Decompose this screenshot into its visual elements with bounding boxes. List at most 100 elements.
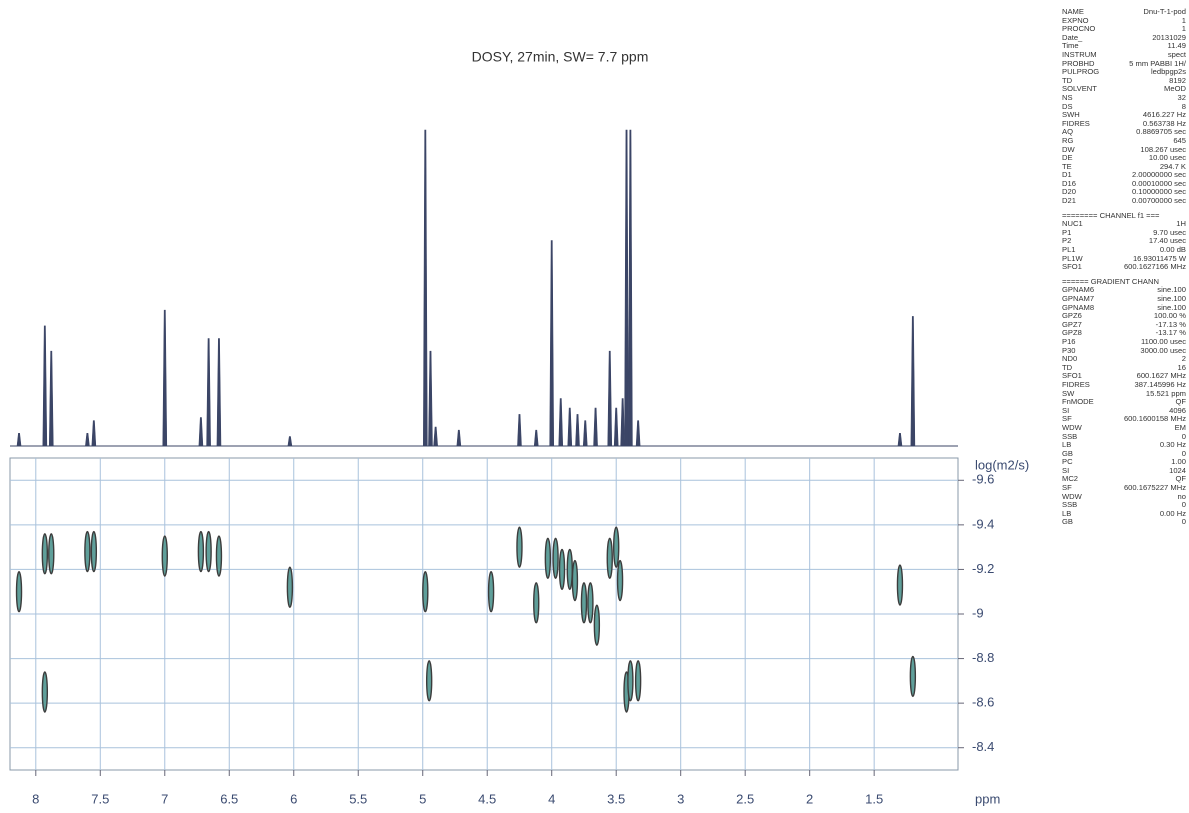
parameter-row: LB 0.00 Hz xyxy=(1062,508,1186,519)
parameter-name: AQ xyxy=(1062,127,1073,137)
parameter-row: GPNAM7 sine.100 xyxy=(1062,294,1186,304)
parameter-name: PROCNO xyxy=(1062,24,1096,34)
parameter-value: 0 xyxy=(1181,431,1186,441)
parameter-name: NAME xyxy=(1062,7,1084,16)
parameter-name: GPNAM6 xyxy=(1062,285,1095,295)
parameter-row: SFO1 600.1627166 MHz xyxy=(1062,263,1186,272)
parameter-value: 1H xyxy=(1176,219,1186,229)
parameter-row: SSB 0 xyxy=(1062,431,1186,442)
parameter-name: GPZ7 xyxy=(1062,319,1082,329)
parameter-row: D21 0.00700000 sec xyxy=(1062,196,1186,206)
parameter-row: SWH 4616.227 Hz xyxy=(1062,111,1186,120)
parameter-name: D16 xyxy=(1062,178,1076,188)
parameter-value: 387.145996 Hz xyxy=(1134,379,1186,389)
spectrum-peak xyxy=(593,407,598,447)
spectrum-peak xyxy=(428,350,433,447)
cross-peak xyxy=(627,660,634,702)
parameter-name: SFO1 xyxy=(1062,262,1082,272)
parameter-row: P16 1100.00 usec xyxy=(1062,337,1186,347)
parameter-value: 100.00 % xyxy=(1153,311,1186,321)
parameter-row: Date_ 20131029 xyxy=(1062,32,1186,43)
spectrum-peak xyxy=(423,129,428,447)
parameter-value: 0.00 Hz xyxy=(1159,508,1186,518)
x-tick-label: 5 xyxy=(419,791,426,806)
parameter-name: P1 xyxy=(1062,227,1072,237)
spectrum-peak xyxy=(910,316,916,447)
spectrum-peak xyxy=(48,350,54,447)
parameter-value: 15.521 ppm xyxy=(1145,388,1186,398)
cross-peak xyxy=(544,537,552,579)
spectrum-peak xyxy=(85,433,90,447)
parameter-name: FIDRES xyxy=(1062,379,1090,389)
cross-peak xyxy=(422,571,429,613)
cross-peak xyxy=(552,537,559,579)
spectrum-peak xyxy=(613,407,619,447)
parameter-row: DW 108.267 usec xyxy=(1062,145,1186,155)
parameter-name: TE xyxy=(1062,161,1072,171)
parameter-value: 8192 xyxy=(1169,75,1186,85)
parameter-row: Time 11.49 xyxy=(1062,42,1186,51)
parameter-value: sine.100 xyxy=(1157,285,1186,295)
spectrum-peak xyxy=(575,414,580,447)
cross-peak xyxy=(580,582,588,624)
parameter-row: FnMODE QF xyxy=(1062,398,1186,407)
parameter-row: SF 600.1675227 MHz xyxy=(1062,483,1186,493)
parameter-name: GB xyxy=(1062,448,1073,458)
spectrum-peak xyxy=(558,398,564,447)
cross-peak xyxy=(571,559,579,602)
x-tick-label: 6 xyxy=(290,791,297,806)
parameter-row: PULPROG ledbpgp2s xyxy=(1062,68,1186,77)
parameter-row: SFO1 600.1627 MHz xyxy=(1062,372,1186,381)
parameter-name: SSB xyxy=(1062,500,1078,510)
parameter-name: SI xyxy=(1062,465,1070,475)
parameter-value: 4096 xyxy=(1169,405,1186,415)
parameter-name: WDW xyxy=(1062,491,1082,501)
parameter-row: SSB 0 xyxy=(1062,501,1186,510)
parameter-name: SI xyxy=(1062,405,1070,415)
parameter-name: SW xyxy=(1062,388,1075,398)
parameter-row: D1 2.00000000 sec xyxy=(1062,171,1186,180)
parameter-row: WDW no xyxy=(1062,491,1186,502)
cross-peak xyxy=(286,566,294,608)
parameter-row: GB 0 xyxy=(1062,518,1186,527)
parameter-name: Date_ xyxy=(1062,32,1083,42)
parameter-row: AQ 0.8869705 sec xyxy=(1062,128,1186,137)
x-tick-label: 4 xyxy=(548,791,555,806)
chart-title: DOSY, 27min, SW= 7.7 ppm xyxy=(472,49,649,65)
parameter-name: Time xyxy=(1062,41,1079,51)
parameter-row: RG 645 xyxy=(1062,135,1186,146)
parameter-row: WDW EM xyxy=(1062,423,1186,433)
cross-peak xyxy=(616,559,624,602)
parameter-row: SF 600.1600158 MHz xyxy=(1062,415,1186,424)
spectrum-peak xyxy=(607,350,613,447)
parameter-name: RG xyxy=(1062,135,1074,145)
y-tick-label: -9.2 xyxy=(972,561,994,576)
spectrum-peak xyxy=(216,338,222,447)
y-tick-label: -9 xyxy=(972,605,984,620)
parameter-value: 600.1675227 MHz xyxy=(1123,483,1186,493)
parameter-name: GPZ8 xyxy=(1062,328,1082,338)
cross-peak xyxy=(15,571,23,613)
parameter-value: 0 xyxy=(1181,500,1186,510)
cross-peak xyxy=(613,526,620,568)
parameter-value: sine.100 xyxy=(1157,302,1186,312)
cross-peak xyxy=(587,582,594,624)
spectrum-peak xyxy=(456,429,462,447)
spectrum-peak xyxy=(897,433,903,447)
parameter-value: 600.1627166 MHz xyxy=(1123,262,1186,272)
parameter-name: EXPNO xyxy=(1062,15,1089,25)
parameter-value: 1024 xyxy=(1169,465,1186,475)
spectrum-peak xyxy=(620,398,625,447)
parameter-row: GPZ6 100.00 % xyxy=(1062,312,1186,321)
parameter-name: FnMODE xyxy=(1062,397,1094,407)
y-axis-label: log(m2/s) xyxy=(975,457,1029,472)
parameter-name: TD xyxy=(1062,362,1073,372)
parameter-row: GPZ8 -13.17 % xyxy=(1062,329,1186,338)
parameter-value: -17.13 % xyxy=(1155,319,1186,329)
cross-peak xyxy=(606,537,613,579)
parameter-value: 10.00 usec xyxy=(1148,153,1186,163)
parameter-value: 1 xyxy=(1181,24,1186,34)
parameter-name: PROBHD xyxy=(1062,58,1095,68)
cross-peak xyxy=(516,526,523,568)
